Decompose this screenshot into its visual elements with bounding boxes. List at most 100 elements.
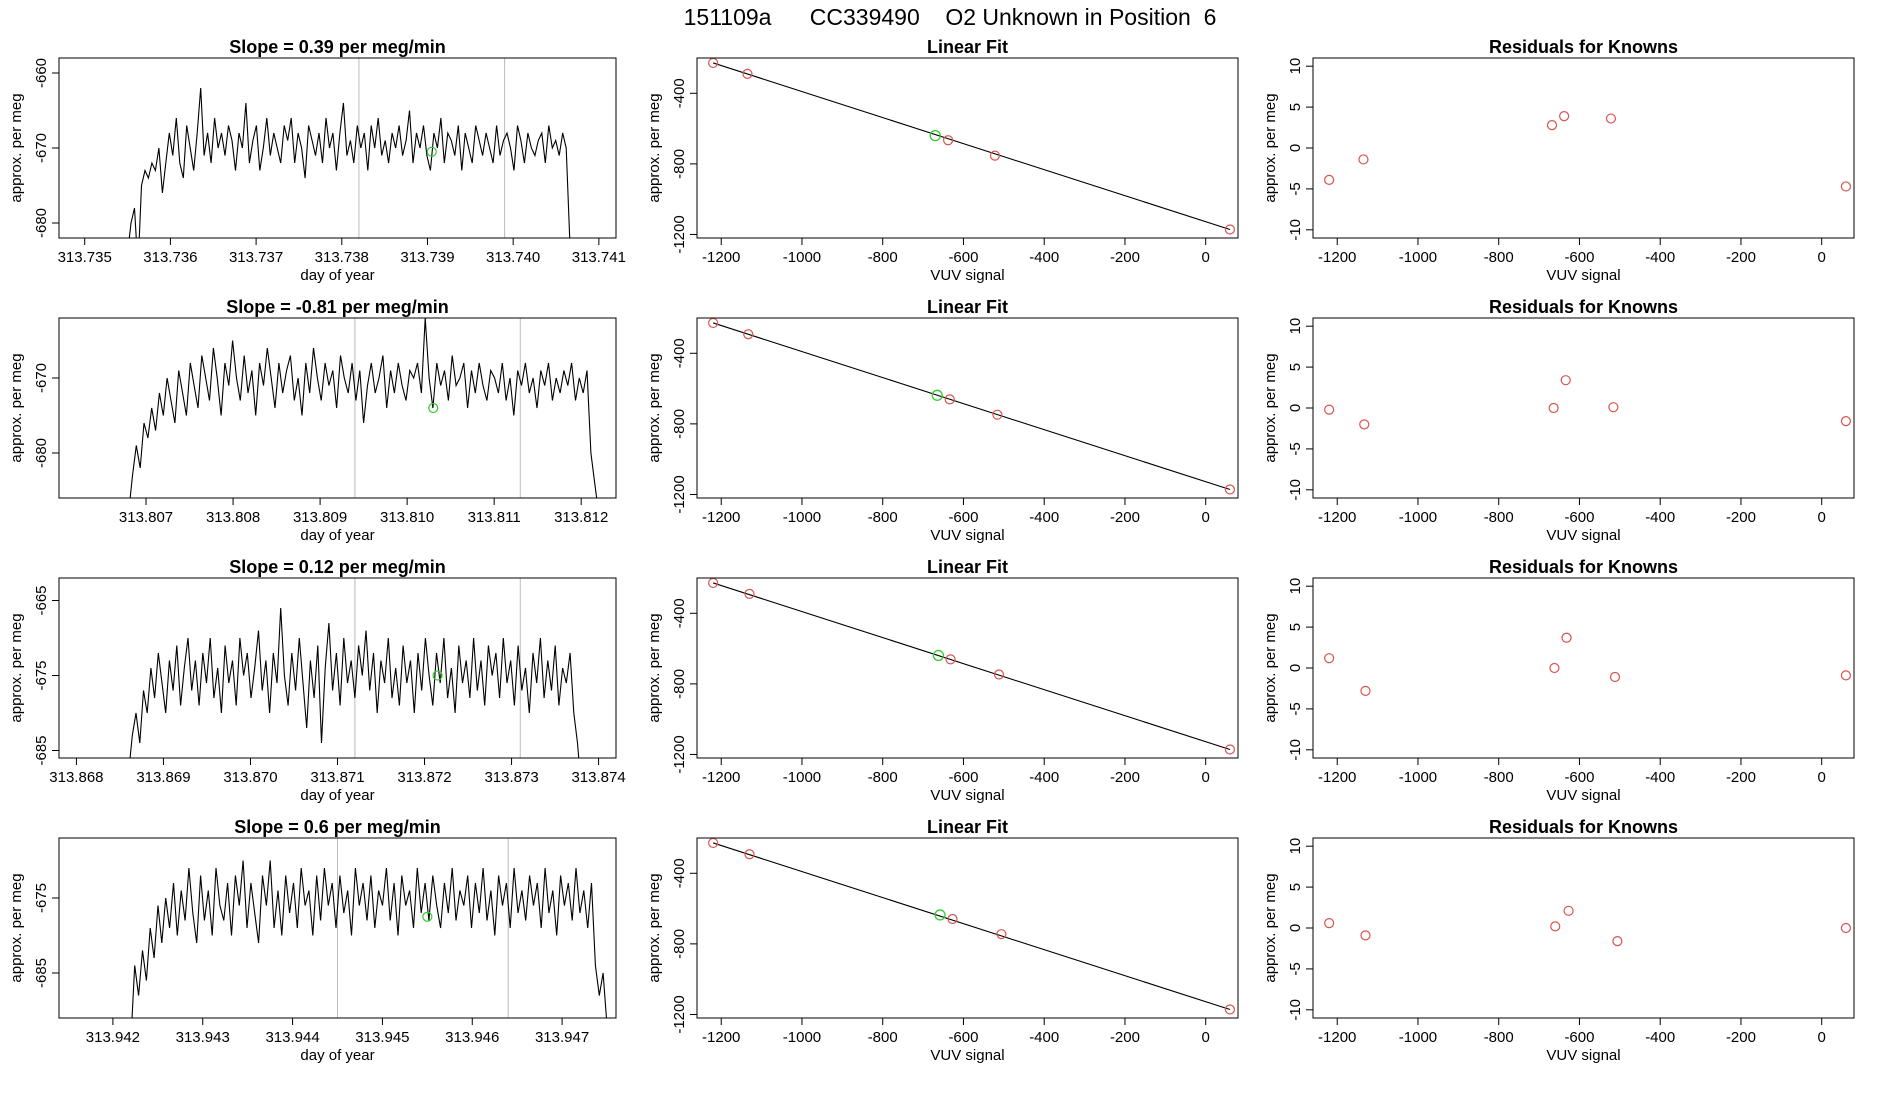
- panel-fit-row4: Linear Fit -1200 -1000 -800 -600 -400 -200 0 VUV…: [646, 817, 1239, 1064]
- x-tick-label: -1200: [702, 249, 740, 266]
- plot-area: [1324, 632, 1852, 697]
- cylinder-id: CC339490: [809, 4, 920, 30]
- plot-frame: [58, 57, 617, 239]
- y-axis-label: approx. per meg: [646, 93, 663, 202]
- x-axis-label: VUV signal: [930, 1047, 1004, 1064]
- x-tick-label: -800: [868, 249, 898, 266]
- plot-frame: [58, 837, 617, 1019]
- panel-residual-row3: Residuals for Knowns-1200 -1000 -800 -600 -4…: [1262, 557, 1855, 804]
- y-axis-label: approx. per meg: [1262, 873, 1279, 982]
- y-tick-label: -5: [1287, 962, 1304, 975]
- x-tick-label: -600: [948, 769, 978, 786]
- panel-trace-row1: Slope = 0.39 per meg/min 313.735 313.736 31…: [8, 37, 626, 284]
- signal-trace-line: [129, 318, 598, 498]
- known-point: [943, 135, 954, 146]
- y-tick-label: -1200: [671, 215, 688, 253]
- x-tick-label: 313.739: [400, 249, 454, 266]
- x-tick-label: 0: [1818, 769, 1826, 786]
- x-tick-label: -1000: [783, 769, 821, 786]
- residual-point: [1561, 632, 1572, 643]
- panel-title: Linear Fit: [927, 557, 1008, 577]
- y-tick-label: -800: [671, 669, 688, 699]
- x-tick-label: 0: [1818, 1029, 1826, 1046]
- residual-point: [1324, 917, 1335, 929]
- x-tick-label: -1200: [1318, 249, 1356, 266]
- plot-area: [1324, 905, 1852, 947]
- x-tick-label: 0: [1818, 249, 1826, 266]
- panel-fit-row1: Linear Fit -1200 -1000 -800 -600 -400 -200 0 VUV…: [646, 37, 1239, 284]
- x-tick-label: -800: [1484, 249, 1514, 266]
- position-text: O2 Unknown in Position: [945, 4, 1191, 30]
- known-point: [992, 409, 1003, 420]
- x-tick-label: -400: [1029, 769, 1059, 786]
- x-tick-label: -1000: [1399, 769, 1437, 786]
- panel-trace-row4: Slope = 0.6 per meg/min 313.942 313.943 313…: [8, 817, 617, 1064]
- figure-title: 151109a CC339490 O2 Unknown in Position …: [0, 4, 1900, 31]
- x-tick-label: -1000: [1399, 1029, 1437, 1046]
- x-tick-label: -200: [1110, 249, 1140, 266]
- x-tick-label: 313.947: [535, 1029, 589, 1046]
- panel-fit-row2: Linear Fit -1200 -1000 -800 -600 -400 -200 0 VUV…: [646, 297, 1239, 544]
- y-tick-label: -800: [671, 409, 688, 439]
- panel-title: Residuals for Knowns: [1489, 557, 1678, 577]
- y-tick-label: 5: [1287, 363, 1304, 371]
- x-tick-label: -200: [1726, 1029, 1756, 1046]
- x-tick-label: -400: [1029, 249, 1059, 266]
- unknown-point: [422, 911, 433, 922]
- y-tick-label: -10: [1287, 479, 1304, 501]
- x-tick-label: 313.740: [486, 249, 540, 266]
- y-axis-label: approx. per meg: [646, 873, 663, 982]
- plot-area: [708, 318, 1236, 495]
- y-tick-label: -10: [1287, 219, 1304, 241]
- x-tick-label: 0: [1202, 509, 1210, 526]
- unknown-point: [932, 649, 945, 662]
- residual-point: [1359, 419, 1370, 430]
- y-tick-label: -680: [33, 208, 50, 238]
- known-point: [993, 669, 1005, 680]
- residual-point: [1605, 113, 1617, 124]
- unknown-point: [428, 402, 439, 414]
- residual-point: [1546, 119, 1558, 131]
- residual-point: [1560, 375, 1571, 386]
- x-tick-label: 313.871: [310, 769, 364, 786]
- y-tick-label: -1200: [671, 475, 688, 513]
- y-tick-label: 0: [1287, 924, 1304, 932]
- y-tick-label: -675: [33, 660, 50, 690]
- x-tick-label: 313.736: [143, 249, 197, 266]
- y-axis-label: approx. per meg: [8, 613, 25, 722]
- plot-frame: [58, 317, 617, 499]
- x-tick-label: -800: [868, 509, 898, 526]
- residual-point: [1612, 935, 1623, 947]
- x-tick-label: 313.944: [265, 1029, 319, 1046]
- y-tick-label: 10: [1287, 838, 1304, 855]
- x-axis-label: VUV signal: [1546, 267, 1620, 284]
- panel-residual-row4: Residuals for Knowns-1200 -1000 -800 -600 -4…: [1262, 817, 1855, 1064]
- x-tick-label: 313.738: [315, 249, 369, 266]
- x-tick-label: -400: [1645, 509, 1675, 526]
- y-axis-label: approx. per meg: [8, 93, 25, 202]
- x-tick-label: -400: [1645, 249, 1675, 266]
- x-axis-label: VUV signal: [930, 787, 1004, 804]
- x-tick-label: -1200: [1318, 509, 1356, 526]
- x-tick-label: 313.945: [355, 1029, 409, 1046]
- x-tick-label: -800: [868, 769, 898, 786]
- x-tick-label: -600: [1564, 1029, 1594, 1046]
- fit-line: [712, 62, 1231, 231]
- plot-area: [708, 578, 1236, 755]
- x-axis-label: day of year: [300, 1047, 374, 1064]
- x-tick-label: -800: [1484, 769, 1514, 786]
- plot-frame: [696, 317, 1239, 499]
- known-point: [744, 849, 755, 860]
- x-tick-label: 313.870: [223, 769, 277, 786]
- y-tick-label: -400: [671, 858, 688, 888]
- y-tick-label: -800: [671, 929, 688, 959]
- x-axis-label: day of year: [300, 787, 374, 804]
- x-tick-label: 313.943: [176, 1029, 230, 1046]
- residual-point: [1550, 921, 1561, 932]
- residual-point: [1324, 404, 1335, 415]
- y-tick-label: -680: [33, 438, 50, 468]
- x-tick-label: 0: [1202, 1029, 1210, 1046]
- x-tick-label: -800: [1484, 1029, 1514, 1046]
- y-tick-label: -800: [671, 149, 688, 179]
- y-tick-label: -5: [1287, 442, 1304, 455]
